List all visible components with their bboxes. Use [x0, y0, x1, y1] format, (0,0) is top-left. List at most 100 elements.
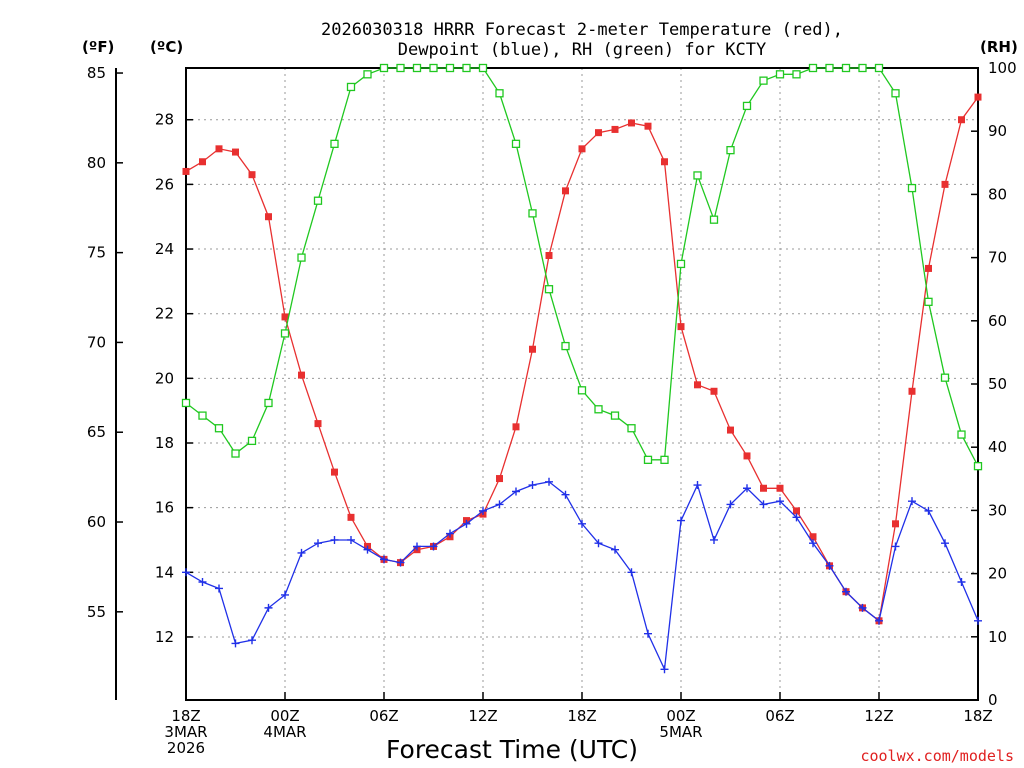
rh-point [462, 63, 471, 73]
rh-tick-label: 20 [988, 565, 1007, 583]
time-tick-label: 18Z [963, 707, 992, 725]
temperature-point [661, 158, 668, 166]
dewpoint-point [693, 481, 702, 490]
rh-point [231, 449, 240, 458]
rh-point [825, 63, 834, 73]
dewpoint-point [611, 545, 619, 554]
temperature-point [265, 213, 272, 221]
celsius-tick-label: 18 [155, 434, 174, 452]
dewpoint-point [957, 578, 966, 587]
dewpoint-line [185, 481, 979, 672]
rh-point [957, 430, 966, 439]
celsius-tick-label: 14 [155, 563, 174, 581]
dewpoint-point [726, 500, 735, 509]
temperature-point [908, 387, 916, 395]
rh-point [445, 63, 455, 73]
dewpoint-point [462, 519, 471, 528]
time-tick-label: 2026 [167, 739, 205, 757]
temperature-point [710, 387, 718, 395]
rh-point [561, 341, 570, 351]
plot-gridlines [186, 68, 978, 700]
rh-point [297, 253, 306, 262]
rh-point [858, 63, 867, 73]
rh-point [363, 70, 372, 79]
dewpoint-point [495, 500, 504, 509]
rh-point [627, 424, 636, 433]
rh-point [528, 209, 537, 218]
dewpoint-point [792, 513, 801, 522]
temperature-point [347, 513, 355, 521]
dewpoint-point [380, 555, 388, 564]
rh-tick-label: 60 [988, 312, 1007, 330]
temperature-point [611, 125, 619, 133]
rh-point [693, 171, 702, 180]
data-series [181, 63, 983, 674]
temperature-point [644, 122, 652, 130]
temperature-point [974, 93, 982, 101]
chart-title-line-2: Dewpoint (blue), RH (green) for KCTY [398, 40, 766, 60]
rh-point [379, 63, 389, 73]
time-tick-label: 3MAR [164, 723, 207, 741]
celsius-tick-label: 22 [155, 305, 174, 323]
rh-point [264, 398, 273, 408]
dewpoint-point [660, 665, 669, 674]
fahrenheit-tick-label: 65 [87, 423, 106, 441]
dewpoint-point [858, 603, 867, 612]
temperature-point [628, 119, 635, 127]
rh-point [346, 82, 356, 92]
time-tick-label: 06Z [765, 707, 794, 725]
dewpoint-point [809, 539, 817, 548]
dewpoint-point [198, 578, 207, 587]
rh-point [478, 63, 488, 73]
temperature-point [215, 145, 223, 153]
temperature-point [232, 148, 239, 156]
dewpoint-point [710, 535, 718, 544]
rh-point [973, 462, 983, 471]
rh-tick-label: 70 [988, 249, 1007, 267]
rh-point [280, 329, 290, 338]
fahrenheit-tick-label: 75 [87, 244, 106, 262]
dewpoint-point [528, 481, 537, 490]
rh-point [759, 76, 768, 85]
celsius-tick-label: 24 [155, 240, 174, 258]
dewpoint-point [776, 497, 784, 506]
rh-tick-label: 30 [988, 501, 1007, 519]
temperature-point [248, 171, 256, 179]
dewpoint-point [264, 603, 273, 612]
fahrenheit-axis: 55 60 65 70 75 80 85 [87, 64, 123, 621]
rh-point [841, 63, 851, 73]
time-tick-label: 18Z [171, 707, 200, 725]
dewpoint-point [314, 539, 322, 548]
temperature-point [925, 264, 932, 272]
rh-point [396, 63, 405, 73]
rh-point [412, 63, 422, 73]
dewpoint-point [413, 542, 421, 551]
dewpoint-point [429, 542, 438, 551]
rh-point [891, 89, 900, 98]
series-dewpoint [182, 477, 982, 674]
fahrenheit-unit-label: (ºF) [82, 38, 114, 56]
rh-point [181, 398, 191, 408]
rh-tick-label: 100 [988, 59, 1017, 77]
time-tick-label: 4MAR [263, 723, 306, 741]
dewpoint-point [182, 568, 190, 577]
dewpoint-point [974, 616, 982, 625]
temperature-point [281, 313, 289, 321]
temperature-point [199, 158, 206, 166]
rh-point [792, 70, 801, 79]
dewpoint-point [908, 497, 916, 506]
celsius-tick-label: 26 [155, 175, 174, 193]
dewpoint-point [561, 490, 570, 499]
temperature-point [182, 167, 190, 175]
rh-point [214, 424, 224, 433]
time-tick-label: 06Z [369, 707, 398, 725]
dewpoint-point [297, 548, 306, 557]
rh-point [247, 436, 257, 446]
series-rh [181, 63, 983, 471]
dewpoint-point [479, 506, 487, 515]
temperature-point [743, 452, 751, 460]
rh-tick-label: 40 [988, 438, 1007, 456]
dewpoint-point [281, 590, 289, 599]
temperature-point [496, 475, 503, 483]
dewpoint-point [941, 539, 949, 548]
